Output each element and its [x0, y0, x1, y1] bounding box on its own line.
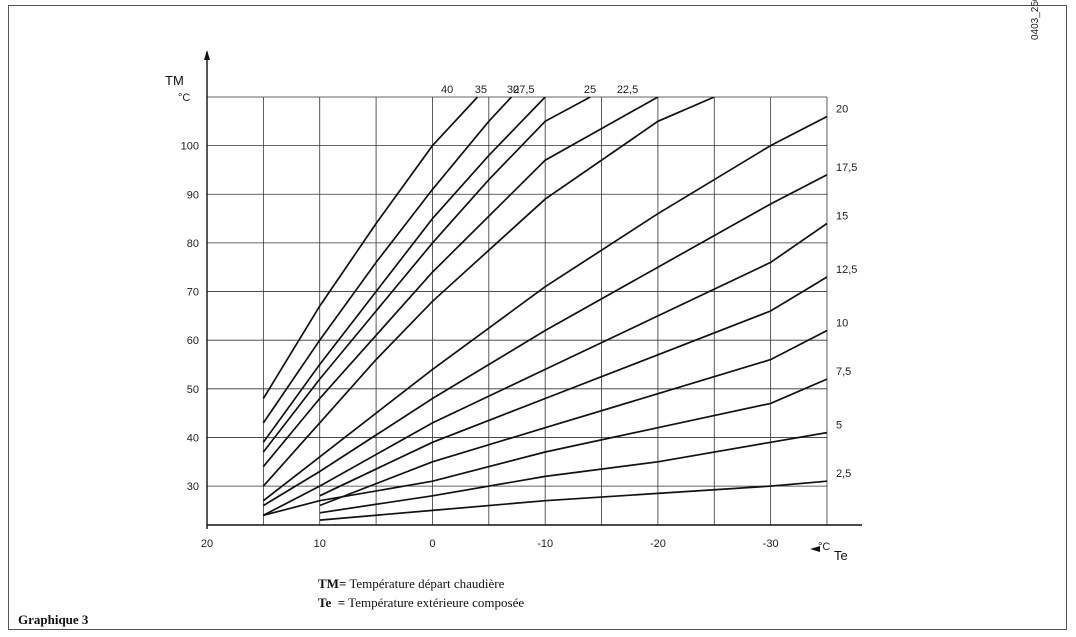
series-label: 30	[507, 84, 519, 96]
series-line	[319, 480, 827, 521]
y-tick-labels: 30 40 50 60 70 80 90 100	[181, 141, 199, 493]
x-axis-arrow	[810, 546, 820, 552]
series-line	[319, 329, 827, 507]
series-label: 20	[836, 103, 848, 115]
grid-lines	[207, 96, 828, 525]
series-label: 2,5	[836, 468, 851, 480]
axes	[204, 50, 862, 552]
series-label: 7,5	[836, 366, 851, 378]
series-line	[263, 222, 827, 517]
series-label: 10	[836, 317, 848, 329]
series-line	[262, 97, 659, 468]
legend-key-tm: TM=	[318, 576, 347, 591]
legend-text-te: Température extérieure composée	[348, 595, 525, 610]
x-tick-labels: 20 10 0 -10 -20 -30	[201, 538, 779, 550]
y-tick-label: 40	[187, 432, 199, 444]
series-line	[262, 174, 827, 507]
series-label: 40	[441, 84, 453, 96]
y-axis-label: TM	[165, 73, 184, 88]
series-line	[262, 97, 513, 424]
x-axis-unit: °C	[818, 541, 830, 553]
series-line	[262, 97, 591, 453]
series-label: 25	[584, 84, 596, 96]
series-line	[262, 97, 479, 399]
y-tick-label: 90	[187, 189, 199, 201]
y-tick-label: 50	[187, 384, 199, 396]
series-label: 15	[836, 210, 848, 222]
series-label: 22,5	[617, 84, 638, 96]
series-line	[262, 115, 827, 502]
series-line	[262, 97, 715, 487]
x-tick-label: -10	[537, 538, 553, 550]
series-label: 12,5	[836, 264, 857, 276]
x-tick-label: 10	[314, 538, 326, 550]
series-label: 35	[475, 84, 487, 96]
series-label: 17,5	[836, 162, 857, 174]
y-tick-label: 100	[181, 141, 199, 153]
legend-text-tm: Température départ chaudière	[349, 576, 505, 591]
legend-entry-tm: TM= Température départ chaudière	[318, 576, 504, 592]
y-tick-label: 80	[187, 238, 199, 250]
x-tick-label: 20	[201, 538, 213, 550]
series-lines	[262, 97, 827, 521]
y-tick-label: 30	[187, 481, 199, 493]
x-axis-label: Te	[834, 548, 848, 563]
series-line	[262, 97, 546, 443]
figure-frame	[8, 5, 1067, 630]
legend-entry-te: Te = Température extérieure composée	[318, 595, 524, 611]
series-line	[319, 276, 827, 497]
x-tick-label: -30	[763, 538, 779, 550]
y-tick-label: 70	[187, 287, 199, 299]
series-label: 5	[836, 420, 842, 432]
y-axis-unit: °C	[178, 92, 190, 104]
series-line	[263, 378, 827, 517]
x-tick-label: 0	[429, 538, 435, 550]
y-tick-label: 60	[187, 335, 199, 347]
legend-key-te: Te =	[318, 595, 346, 610]
figure-caption: Graphique 3	[18, 612, 89, 627]
series-label: 27,5	[513, 84, 534, 96]
series-line	[319, 431, 827, 514]
figure-id: 0403_2504	[1030, 0, 1041, 40]
x-tick-label: -20	[650, 538, 666, 550]
y-axis-arrow	[204, 50, 210, 60]
